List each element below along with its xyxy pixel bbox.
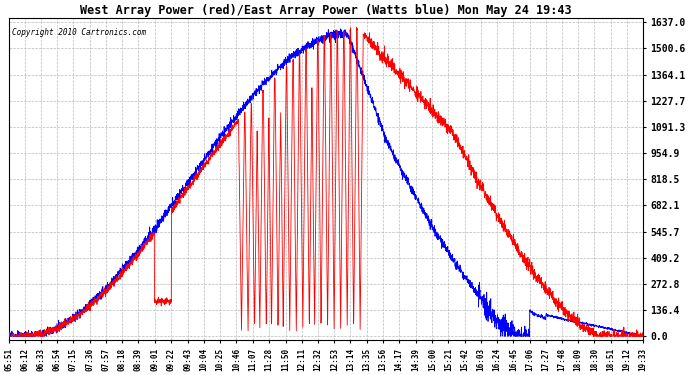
Text: Copyright 2010 Cartronics.com: Copyright 2010 Cartronics.com [12,28,146,37]
Title: West Array Power (red)/East Array Power (Watts blue) Mon May 24 19:43: West Array Power (red)/East Array Power … [80,4,571,17]
